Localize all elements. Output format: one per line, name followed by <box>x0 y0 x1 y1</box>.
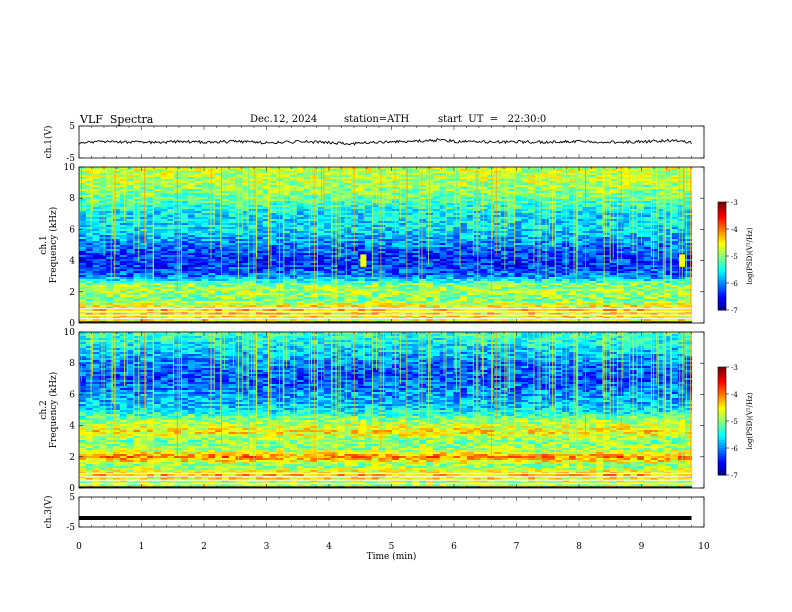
ch2-spectrogram-ytick-label-2: 4 <box>69 422 75 432</box>
ch1-waveform-ytick-label-1: -5 <box>66 154 75 164</box>
ch1-spectrogram-ytick-label-4: 8 <box>69 194 75 204</box>
ch2-spectrogram-ytick-label-3: 6 <box>69 390 75 400</box>
start-time-label: start UT = 22:30:0 <box>438 114 547 125</box>
x-tick-label-7: 7 <box>514 542 520 552</box>
station-label: station=ATH <box>344 114 410 125</box>
ch1-spectrogram-ytick-label-5: 10 <box>64 163 76 173</box>
ch1-spectrogram-colorbar-tick-3: -6 <box>731 280 738 288</box>
ch2-spectrogram-image <box>79 332 693 488</box>
ch1-waveform-series-line <box>78 138 692 146</box>
ch1-spectrogram-ytick-label-2: 4 <box>69 257 75 267</box>
ch3-waveform-ytick-label-1: -5 <box>66 523 75 533</box>
ch1-spectrogram-panel: -3 -4 -5 -6 -7 log(PSD)(V²/Hz) 0 2 4 6 8 10 ch.1 Freq… <box>39 163 754 329</box>
ch3-waveform-panel: 5 -5 ch.3(V) 0 1 2 3 4 5 6 7 8 9 10 Time (min) <box>43 493 710 562</box>
x-tick-label-3: 3 <box>264 542 270 552</box>
ch1-spectrogram-ylabel: Frequency (kHz) <box>48 207 59 284</box>
figure-title: VLF Spectra <box>80 113 154 126</box>
x-tick-label-1: 1 <box>139 542 145 552</box>
ch2-spectrogram-panel: -3 -4 -5 -6 -7 log(PSD)(V²/Hz) 0 2 4 6 8 10 ch.2 Freq… <box>39 328 754 494</box>
x-tick-label-4: 4 <box>326 542 332 552</box>
ch2-spectrogram-colorbar: -3 -4 -5 -6 -7 log(PSD)(V²/Hz) <box>717 364 754 480</box>
ch1-spectrogram-ylabel: ch.1 <box>39 235 49 254</box>
ch2-spectrogram-ytick-label-1: 2 <box>69 453 75 463</box>
ch1-spectrogram-colorbar-tick-4: -7 <box>731 307 738 315</box>
ch2-spectrogram-colorbar-tick-0: -3 <box>731 364 738 372</box>
ch2-spectrogram-colorbar-tick-4: -7 <box>731 472 738 480</box>
ch1-spectrogram-ytick-label-1: 2 <box>69 288 75 298</box>
x-tick-label-0: 0 <box>76 542 82 552</box>
ch2-spectrogram-ylabel: Frequency (kHz) <box>48 372 59 449</box>
ch1-spectrogram-burst-1 <box>679 254 686 267</box>
ch3-waveform-ylabel: ch.3(V) <box>43 496 54 529</box>
x-tick-label-8: 8 <box>576 542 582 552</box>
ch1-spectrogram-colorbar-tick-1: -4 <box>731 226 738 234</box>
x-tick-label-2: 2 <box>201 542 207 552</box>
ch3-waveform-ytick-label-0: 5 <box>69 493 75 503</box>
x-axis-label: Time (min) <box>367 551 417 562</box>
ch1-waveform-ytick-label-0: 5 <box>69 122 75 132</box>
ch2-spectrogram-colorbar-tick-2: -5 <box>731 418 738 426</box>
ch1-spectrogram-colorbar: -3 -4 -5 -6 -7 log(PSD)(V²/Hz) <box>717 199 754 315</box>
ch1-waveform-panel: 5 -5 ch.1(V) <box>43 122 705 164</box>
ch2-spectrogram-colorbar-label: log(PSD)(V²/Hz) <box>746 392 754 449</box>
ch1-spectrogram-burst-0 <box>360 254 367 267</box>
ch1-spectrogram-ytick-label-3: 6 <box>69 225 75 235</box>
ch1-spectrogram-colorbar-label: log(PSD)(V²/Hz) <box>746 227 754 284</box>
x-tick-label-5: 5 <box>389 542 395 552</box>
ch2-spectrogram-ylabel: ch.2 <box>39 400 49 419</box>
ch1-spectrogram-colorbar-tick-0: -3 <box>731 199 738 207</box>
ch3-waveform-frame <box>78 496 705 528</box>
date-label: Dec.12, 2024 <box>250 114 318 125</box>
ch2-spectrogram-ytick-label-0: 0 <box>69 484 75 494</box>
ch2-spectrogram-ytick-label-5: 10 <box>64 328 76 338</box>
x-tick-label-6: 6 <box>451 542 457 552</box>
x-tick-label-10: 10 <box>698 542 710 552</box>
ch2-spectrogram-burst-0 <box>360 419 367 432</box>
ch1-waveform-ylabel: ch.1(V) <box>43 126 54 159</box>
ch2-spectrogram-ytick-label-4: 8 <box>69 359 75 369</box>
ch1-spectrogram-ytick-label-0: 0 <box>69 319 75 329</box>
ch2-spectrogram-burst-1 <box>679 419 686 432</box>
ch2-spectrogram-colorbar-tick-1: -4 <box>731 391 738 399</box>
x-tick-label-9: 9 <box>639 542 645 552</box>
ch1-spectrogram-colorbar-tick-2: -5 <box>731 253 738 261</box>
ch2-spectrogram-colorbar-tick-3: -6 <box>731 445 738 453</box>
ch1-spectrogram-image <box>79 167 693 323</box>
